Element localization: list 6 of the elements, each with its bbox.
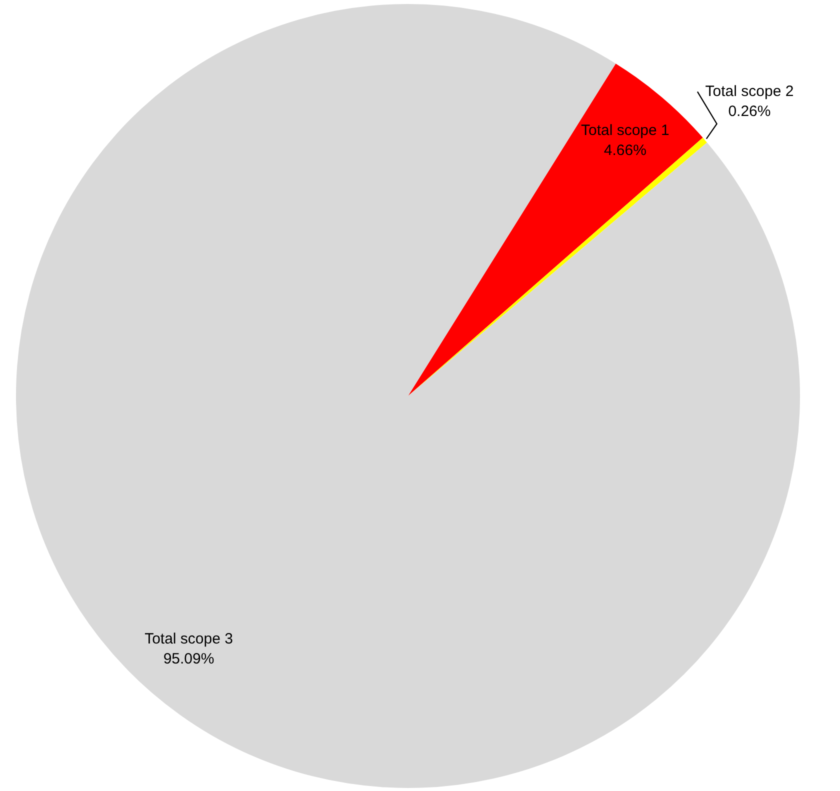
data-label: 4.66% bbox=[604, 142, 646, 159]
data-label: 95.09% bbox=[163, 650, 214, 668]
slice-label: Total scope 1 bbox=[580, 122, 670, 139]
slice-label: Total scope 2 bbox=[705, 82, 794, 100]
slice-label: Total scope 3 bbox=[144, 630, 233, 648]
data-label: 0.26% bbox=[728, 102, 771, 120]
